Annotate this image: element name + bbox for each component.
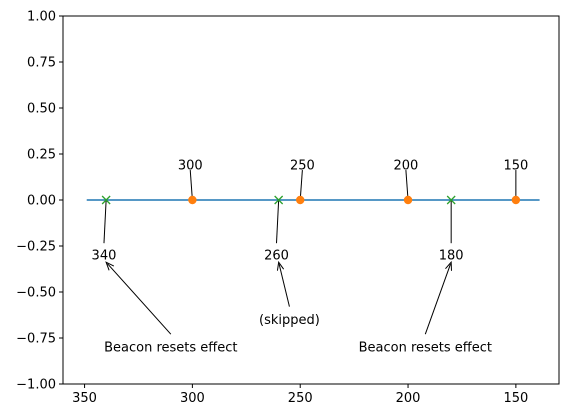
scatter-point-circle bbox=[403, 195, 413, 205]
y-tick-label: 0.50 bbox=[27, 102, 56, 117]
point-label: 150 bbox=[503, 159, 528, 174]
x-tick-label: 250 bbox=[288, 391, 313, 406]
x-tick-label: 300 bbox=[180, 391, 205, 406]
point-label-connector bbox=[299, 170, 303, 201]
point-label: 200 bbox=[393, 159, 418, 174]
point-label-connector bbox=[405, 170, 409, 201]
annotation-text: Beacon resets effect bbox=[359, 341, 492, 356]
point-label: 180 bbox=[439, 249, 464, 264]
x-marker-stroke bbox=[101, 195, 111, 205]
point-label-connector bbox=[103, 199, 107, 244]
scatter-point-x bbox=[274, 195, 284, 205]
y-tick-label: −0.75 bbox=[16, 332, 56, 347]
y-tick-label: −0.25 bbox=[16, 240, 56, 255]
annotation-arrow-head bbox=[105, 261, 115, 271]
y-tick-label: 1.00 bbox=[27, 10, 56, 25]
annotation-arrow-shaft bbox=[424, 263, 451, 335]
x-marker-stroke bbox=[274, 195, 284, 205]
scatter-point-circle bbox=[188, 195, 197, 205]
annotation-arrow-head bbox=[276, 260, 285, 271]
annotation-text: (skipped) bbox=[259, 313, 320, 328]
point-label: 250 bbox=[290, 159, 315, 174]
y-tick-label: −1.00 bbox=[16, 378, 56, 393]
y-tick-label: −0.50 bbox=[16, 286, 56, 301]
y-tick-label: 0.00 bbox=[27, 194, 56, 209]
annotation-arrow-head bbox=[445, 260, 452, 271]
x-tick-label: 150 bbox=[503, 391, 528, 406]
scatter-point-circle bbox=[296, 195, 305, 205]
point-label-connector bbox=[275, 199, 280, 244]
annotation-arrow-shaft bbox=[107, 263, 172, 335]
point-label: 260 bbox=[264, 249, 289, 264]
series-layer bbox=[86, 195, 540, 205]
axes-layer: 350 300 250 200 150 −1.00 −0.75 −0.50 −0.25 0.00 0… bbox=[16, 10, 528, 407]
point-label-connector bbox=[189, 170, 193, 201]
point-label: 300 bbox=[178, 159, 203, 174]
x-tick-label: 350 bbox=[72, 391, 97, 406]
annotation-text: Beacon resets effect bbox=[104, 341, 237, 356]
scatter-point-x bbox=[101, 195, 111, 205]
scatter-point-circle bbox=[511, 195, 521, 205]
annotations-layer: 300 250 200 150 340 260 180 Beacon resets effec… bbox=[92, 159, 529, 356]
point-label: 340 bbox=[92, 249, 117, 264]
x-tick-label: 200 bbox=[396, 391, 421, 406]
y-tick-label: 0.25 bbox=[27, 148, 56, 163]
scatter-point-x bbox=[446, 195, 456, 205]
annotation-arrow-shaft bbox=[278, 264, 290, 307]
x-marker-stroke bbox=[446, 195, 456, 205]
y-tick-label: 0.75 bbox=[27, 56, 56, 71]
